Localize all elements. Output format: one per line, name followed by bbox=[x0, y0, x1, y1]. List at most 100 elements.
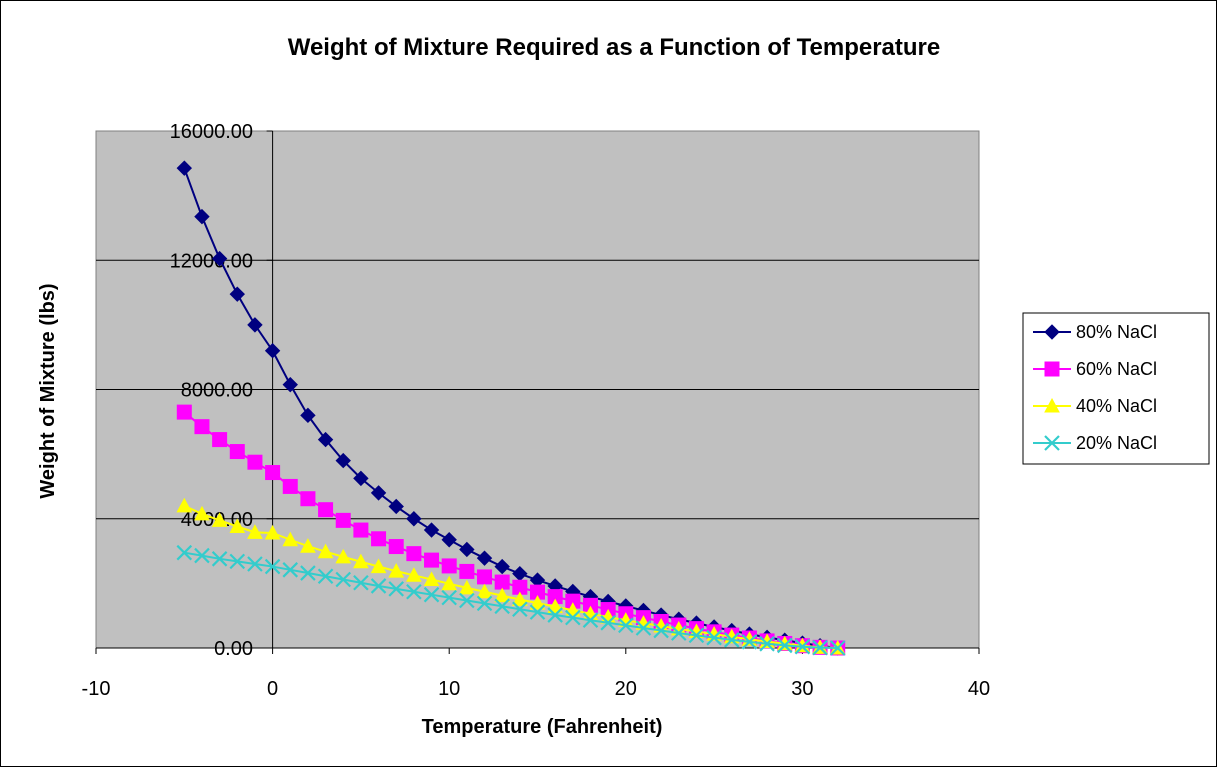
data-point bbox=[194, 419, 210, 435]
legend-item: 40% NaCl bbox=[1033, 396, 1157, 416]
y-tick-label: 16000.00 bbox=[170, 121, 253, 143]
data-point bbox=[282, 376, 298, 393]
data-point bbox=[476, 595, 493, 612]
data-point bbox=[671, 625, 687, 641]
data-point bbox=[441, 575, 458, 591]
legend-label: 60% NaCl bbox=[1076, 359, 1157, 379]
data-point bbox=[229, 518, 246, 534]
data-point bbox=[247, 317, 263, 333]
data-point bbox=[653, 622, 669, 639]
data-point bbox=[494, 587, 511, 603]
x-axis-title: Temperature (Fahrenheit) bbox=[422, 716, 663, 738]
data-point bbox=[247, 556, 263, 572]
data-point bbox=[370, 578, 387, 594]
data-point bbox=[335, 512, 351, 528]
data-point bbox=[547, 598, 563, 614]
legend-label: 20% NaCl bbox=[1076, 433, 1157, 453]
data-point bbox=[353, 553, 369, 569]
legend-label: 80% NaCl bbox=[1076, 322, 1157, 342]
data-point bbox=[424, 552, 440, 568]
x-tick-label: 40 bbox=[968, 678, 990, 700]
data-point bbox=[353, 522, 369, 538]
data-point bbox=[282, 562, 299, 578]
data-point bbox=[247, 454, 263, 470]
data-point bbox=[264, 524, 281, 540]
legend-marker bbox=[1044, 397, 1060, 413]
data-point bbox=[529, 604, 546, 620]
data-point bbox=[335, 452, 351, 469]
data-point bbox=[370, 558, 387, 574]
y-tick-label: 12000.00 bbox=[170, 250, 253, 272]
data-point bbox=[388, 498, 404, 515]
x-tick-label: 20 bbox=[615, 678, 637, 700]
data-point bbox=[229, 553, 246, 570]
gridlines bbox=[96, 259, 979, 520]
data-point bbox=[582, 612, 599, 628]
x-tick-label: 10 bbox=[438, 678, 460, 700]
data-point bbox=[282, 478, 298, 494]
series-4 bbox=[176, 544, 846, 656]
y-axis-title: Weight of Mixture (lbs) bbox=[37, 283, 59, 498]
data-point bbox=[300, 491, 316, 507]
x-tick-label: -10 bbox=[82, 678, 111, 700]
legend-box bbox=[1022, 312, 1210, 465]
legend-item: 80% NaCl bbox=[1033, 322, 1157, 342]
data-point bbox=[370, 485, 387, 501]
data-point bbox=[600, 615, 616, 631]
data-point bbox=[229, 286, 245, 302]
data-point bbox=[635, 620, 652, 636]
data-point bbox=[335, 571, 352, 588]
x-tick-labels: -10 0 10 20 30 40 bbox=[82, 648, 990, 700]
data-point bbox=[211, 512, 228, 527]
data-point bbox=[388, 539, 404, 555]
data-point bbox=[547, 607, 563, 623]
data-point bbox=[318, 502, 334, 518]
data-point bbox=[406, 546, 422, 562]
y-tick-label: 8000.00 bbox=[181, 380, 253, 402]
chart-title: Weight of Mixture Required as a Function… bbox=[288, 34, 941, 61]
data-point bbox=[212, 432, 228, 448]
data-point bbox=[388, 563, 405, 578]
data-point bbox=[618, 617, 634, 634]
data-point bbox=[176, 160, 193, 176]
data-point bbox=[229, 444, 245, 460]
data-point bbox=[211, 250, 228, 267]
data-point bbox=[300, 407, 316, 424]
data-point bbox=[776, 637, 793, 654]
data-point bbox=[247, 524, 263, 539]
data-point bbox=[494, 598, 510, 615]
data-point bbox=[317, 568, 334, 585]
data-point bbox=[388, 581, 404, 597]
data-point bbox=[759, 636, 775, 652]
data-point bbox=[371, 531, 387, 547]
legend-item: 20% NaCl bbox=[1033, 433, 1157, 453]
data-point bbox=[529, 595, 546, 610]
data-point bbox=[317, 543, 334, 559]
data-point bbox=[794, 638, 811, 655]
data-point bbox=[459, 541, 475, 558]
data-point bbox=[282, 531, 299, 547]
data-point bbox=[406, 583, 422, 600]
x-tick-label: 0 bbox=[267, 678, 278, 700]
legend-marker bbox=[1044, 435, 1060, 451]
data-point bbox=[176, 497, 193, 513]
data-point bbox=[317, 431, 334, 448]
data-point bbox=[477, 569, 493, 585]
data-point bbox=[512, 601, 528, 618]
data-point bbox=[494, 558, 510, 575]
series-group bbox=[176, 160, 846, 656]
data-point bbox=[300, 538, 316, 553]
series-line bbox=[184, 551, 838, 649]
data-point bbox=[264, 343, 281, 359]
x-tick-label: 30 bbox=[791, 678, 813, 700]
data-point bbox=[406, 567, 422, 582]
data-point bbox=[829, 640, 846, 656]
data-point bbox=[812, 639, 828, 656]
data-point bbox=[441, 558, 457, 574]
data-point bbox=[194, 547, 210, 564]
data-point bbox=[194, 208, 210, 225]
legend: 80% NaCl 60% NaCl 40% NaCl 20% NaCl bbox=[1022, 312, 1210, 465]
data-point bbox=[706, 629, 722, 646]
